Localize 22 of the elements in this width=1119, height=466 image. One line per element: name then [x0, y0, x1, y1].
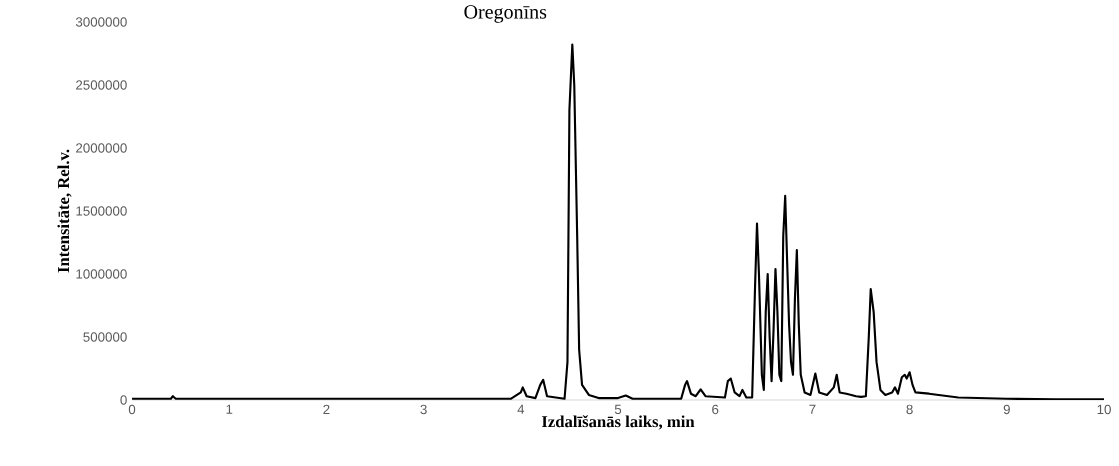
y-tick-label: 500000	[83, 332, 127, 342]
x-tick-label: 7	[809, 404, 816, 414]
x-axis-title: Izdalīšanās laiks, min	[541, 415, 695, 430]
x-tick-label: 5	[614, 404, 622, 414]
x-tick-label: 1	[226, 404, 233, 414]
y-tick-label: 1500000	[76, 206, 127, 216]
x-tick-label: 0	[128, 404, 136, 415]
y-tick-label: 1000000	[76, 269, 127, 279]
x-tick-label: 10	[1097, 404, 1111, 415]
y-tick-label: 3000000	[75, 17, 127, 27]
y-axis-title: Intensitāte, Rel.v.	[57, 149, 72, 273]
x-tick-label: 3	[420, 404, 427, 415]
x-tick-label: 8	[906, 404, 913, 415]
line-series	[132, 43, 1105, 400]
x-tick-label: 9	[1003, 404, 1010, 415]
x-tick-label: 2	[323, 404, 330, 415]
x-tick-label: 6	[712, 404, 719, 415]
y-tick-label: 2000000	[76, 143, 127, 153]
x-tick-label: 4	[517, 404, 525, 414]
y-tick-label: 2500000	[76, 80, 127, 90]
y-tick-label: 0	[120, 395, 127, 405]
chart-title: Oregonīns	[464, 5, 547, 23]
